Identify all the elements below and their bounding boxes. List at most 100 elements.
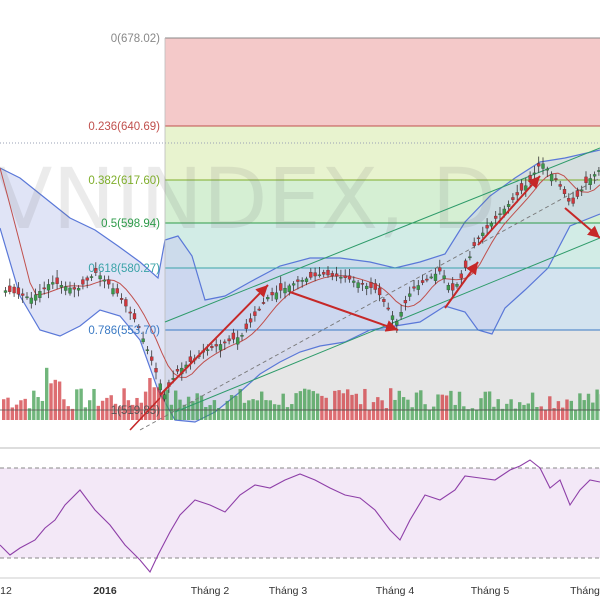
volume-bar: [122, 388, 126, 420]
volume-bar: [182, 404, 186, 420]
candle-body: [257, 308, 261, 311]
volume-bar: [363, 388, 367, 420]
volume-bar: [427, 409, 432, 420]
candle-body: [309, 271, 313, 278]
volume-bar: [350, 394, 354, 420]
candle-body: [476, 237, 481, 240]
candle-body: [442, 275, 446, 279]
volume-bar: [324, 397, 328, 420]
candle-body: [188, 356, 193, 362]
trend-arrow: [477, 175, 541, 246]
candle-body: [356, 282, 360, 288]
volume-bar: [513, 408, 518, 420]
candle-body: [218, 344, 223, 351]
volume-bar: [32, 390, 36, 420]
candle-body: [558, 184, 562, 187]
volume-bar: [131, 404, 135, 420]
volume-bar: [328, 409, 333, 420]
candle-body: [446, 285, 451, 291]
candles: [3, 156, 600, 402]
candle-body: [322, 272, 326, 275]
volume-bar: [208, 405, 212, 420]
candle-body: [304, 278, 309, 282]
volume-bar: [543, 409, 548, 420]
candle-body: [128, 311, 132, 314]
volume-bar: [113, 403, 118, 420]
candle-body: [291, 283, 296, 286]
volume-bar: [539, 406, 543, 420]
candle-body: [145, 349, 150, 351]
candle-body: [253, 311, 257, 316]
volume-bar: [573, 409, 578, 420]
x-tick-label: 2016: [93, 585, 117, 597]
volume-bar: [229, 395, 234, 420]
candle-body: [137, 326, 141, 328]
candle-body: [287, 285, 291, 292]
volume-bar: [462, 406, 466, 420]
candle-body: [592, 174, 597, 177]
volume-bar: [10, 407, 14, 420]
candle-body: [85, 277, 89, 281]
volume-bar: [53, 379, 57, 420]
x-tick-label: Tháng 3: [269, 585, 308, 597]
candle-body: [59, 285, 64, 288]
candle-body: [223, 341, 227, 344]
volume-bar: [92, 388, 96, 420]
candle-body: [537, 163, 541, 167]
candle-body: [81, 279, 85, 285]
candle-body: [481, 232, 485, 236]
candle-body: [459, 273, 463, 279]
volume-bar: [586, 393, 591, 420]
candle-body: [76, 287, 81, 291]
candle-body: [571, 197, 575, 204]
volume-bar: [466, 409, 470, 420]
volume-bar: [320, 395, 324, 420]
candle-body: [489, 223, 494, 227]
volume-bar: [401, 397, 406, 420]
candle-body: [580, 189, 584, 192]
candle-body: [438, 267, 442, 272]
candle-body: [16, 287, 21, 295]
candle-body: [72, 287, 76, 290]
candle-body: [132, 313, 137, 320]
candle-body: [408, 293, 412, 297]
candle-body: [554, 178, 558, 180]
candle-body: [511, 197, 515, 200]
volume-bar: [285, 407, 290, 420]
candle-body: [455, 284, 459, 287]
candle-body: [162, 394, 167, 400]
candle-body: [214, 344, 218, 347]
candle-body: [343, 275, 347, 278]
volume-bar: [186, 396, 191, 420]
volume-bar: [217, 408, 221, 420]
candle-body: [68, 287, 72, 294]
candle-body: [29, 297, 33, 304]
candle-body: [567, 198, 571, 202]
volume-bar: [341, 393, 346, 420]
trend-arrow: [444, 261, 479, 309]
volume-bar: [414, 392, 419, 420]
volume-bar: [556, 401, 561, 420]
volume-bar: [561, 407, 565, 420]
rsi-line: [0, 459, 600, 574]
candle-body: [425, 278, 429, 281]
volume-bar: [371, 402, 376, 420]
x-tick-label: Tháng 2: [191, 585, 230, 597]
volume-bar: [83, 407, 88, 420]
candle-body: [51, 282, 55, 285]
volume-bar: [75, 389, 79, 420]
volume-bar: [139, 402, 143, 420]
candle-body: [377, 287, 382, 296]
candle-body: [274, 292, 279, 300]
volume-bar: [45, 367, 49, 420]
volume-bar: [389, 388, 393, 420]
candle-body: [433, 273, 438, 281]
volume-bar: [307, 389, 311, 420]
candle-body: [94, 268, 98, 273]
volume-bar: [410, 407, 414, 420]
candle-body: [107, 279, 111, 285]
volume-bar: [23, 398, 27, 420]
candle-body: [549, 173, 554, 182]
candle-body: [141, 338, 145, 343]
